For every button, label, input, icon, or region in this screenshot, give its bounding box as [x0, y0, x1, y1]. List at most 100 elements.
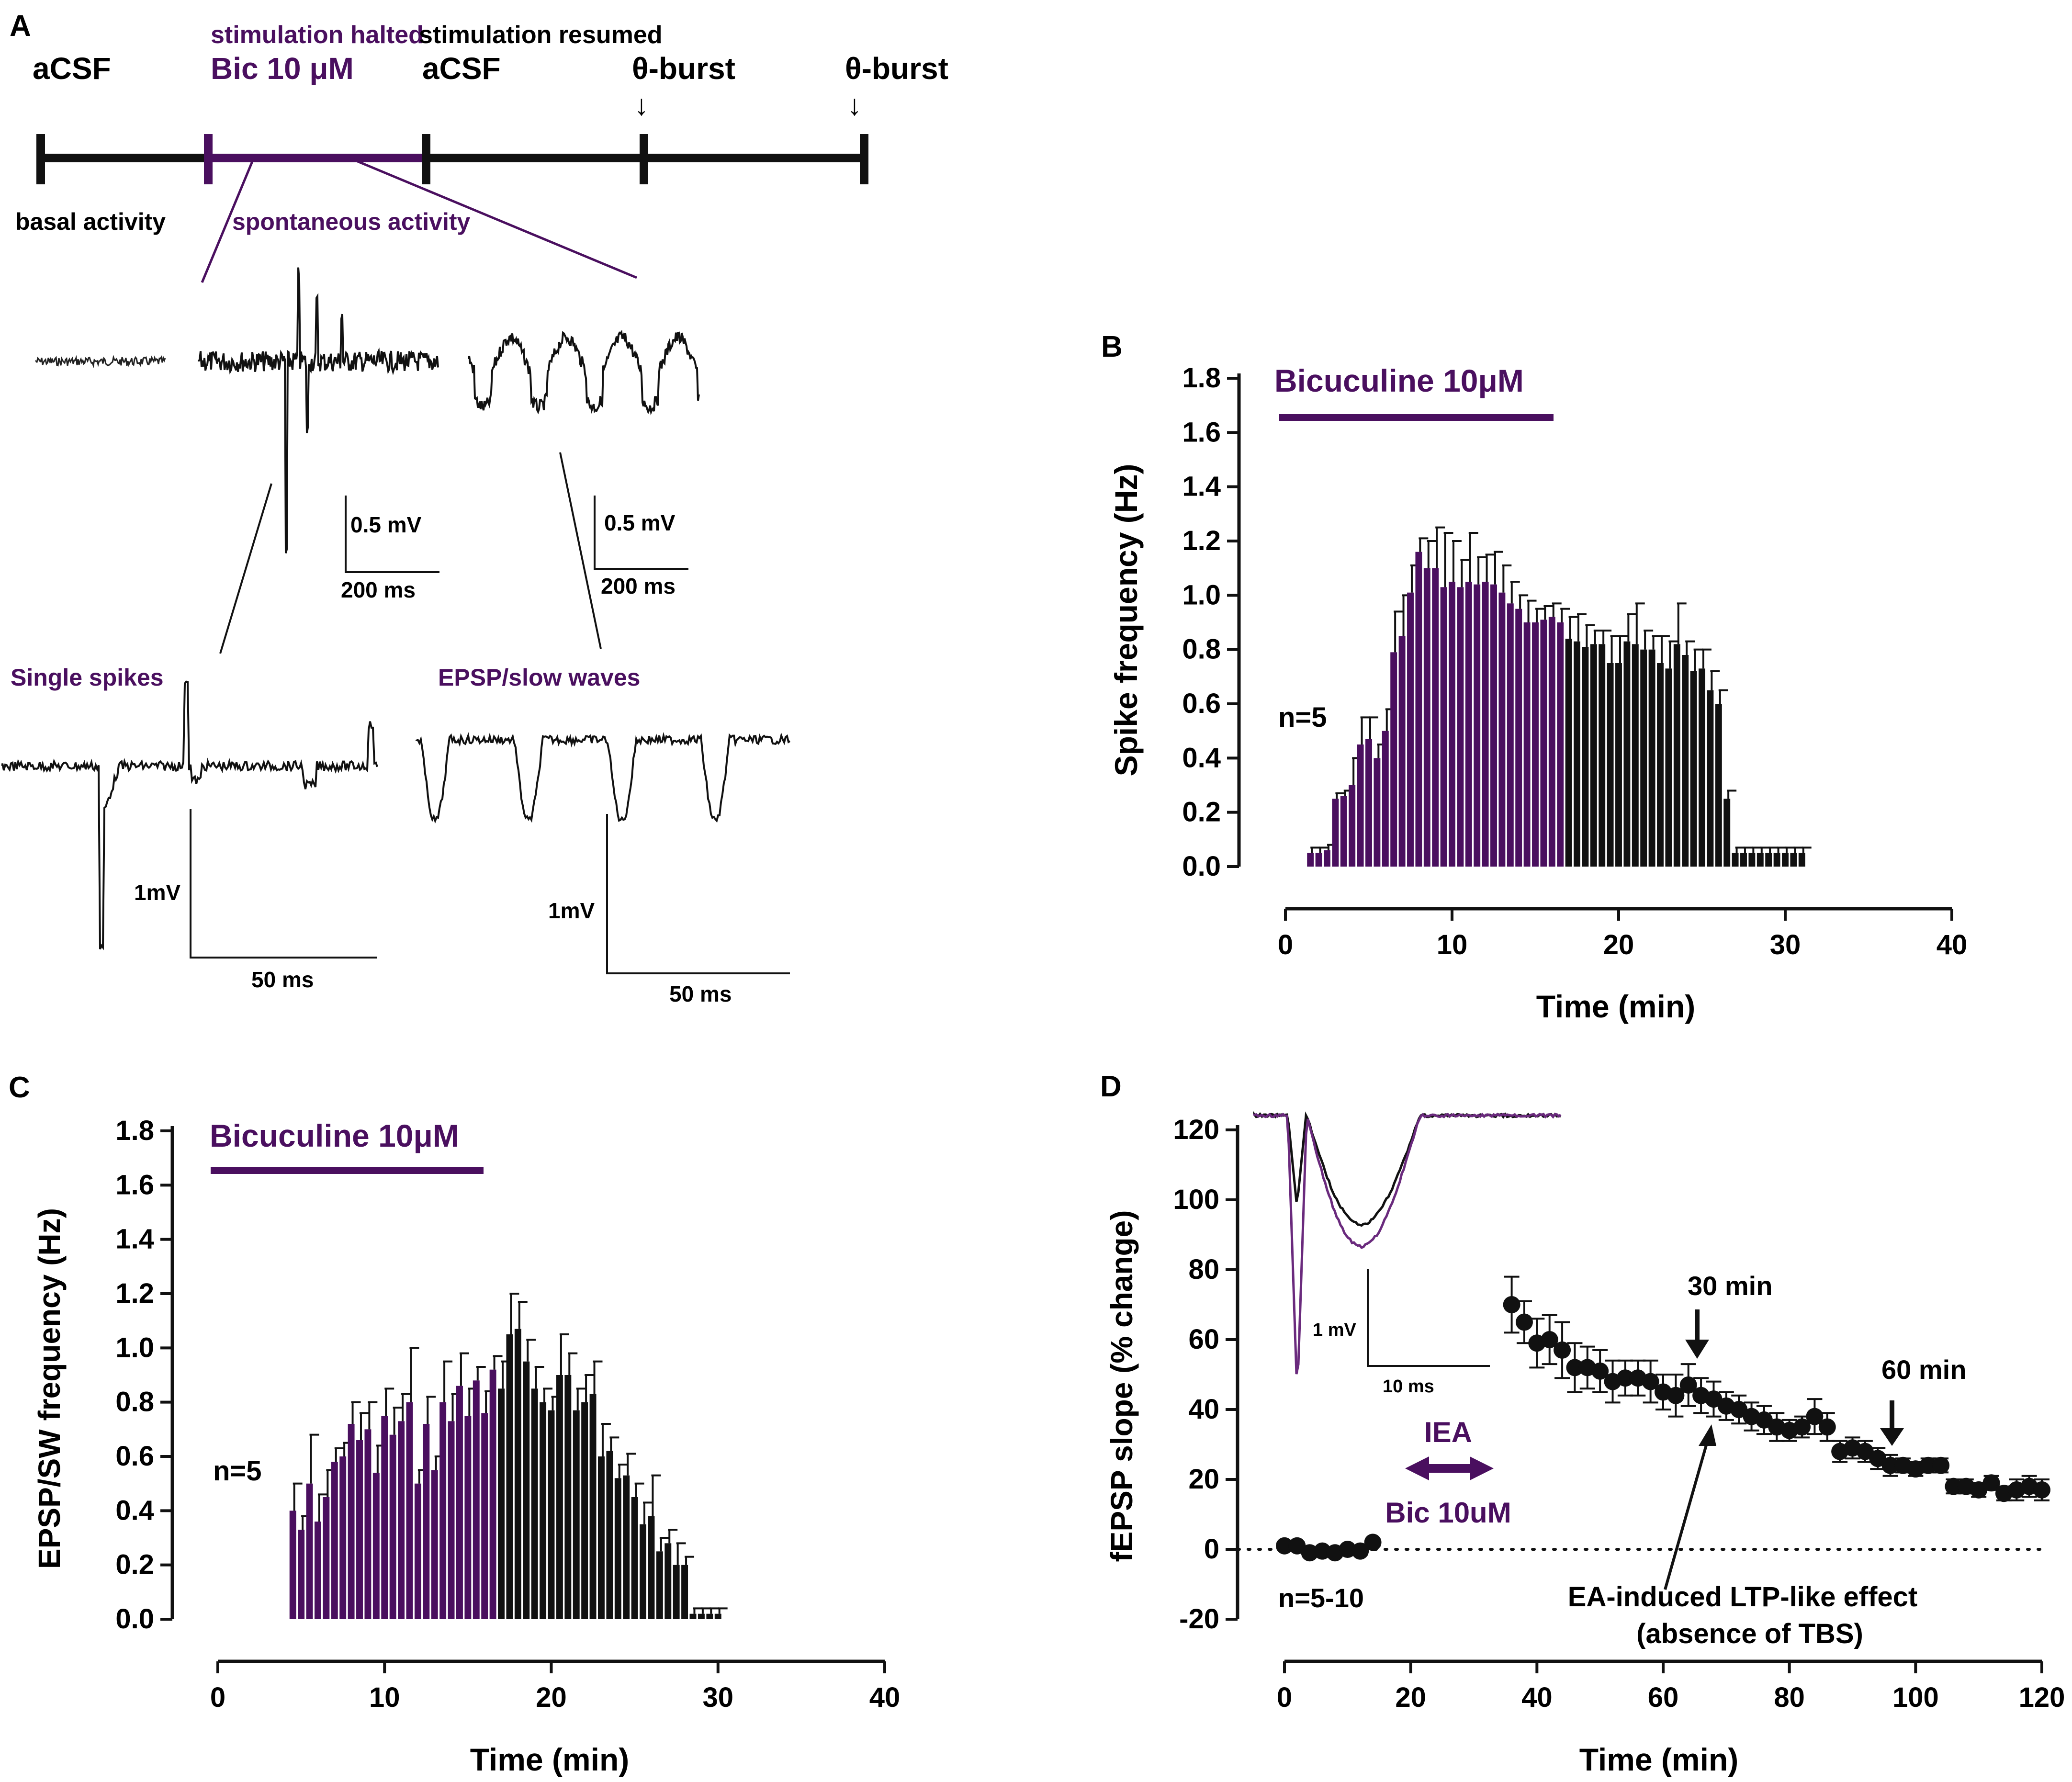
chart-d-point — [1945, 1477, 1962, 1495]
chart-b-bar — [1365, 739, 1372, 867]
chart-c-bar — [339, 1456, 347, 1619]
zoom-line — [219, 483, 272, 654]
chart-d-point — [1869, 1450, 1887, 1467]
chart-b-x-tick-label: 10 — [1437, 929, 1468, 960]
bic-10um-label: Bic 10uM — [1385, 1497, 1511, 1529]
chart-c-bar — [581, 1402, 588, 1619]
chart-b-bar — [1640, 649, 1647, 867]
panel-d: D fEPSP slope (% change) Time (min) n=5-… — [1100, 1070, 2065, 1777]
chart-b-bar — [1557, 622, 1564, 867]
scale-bar-voltage-label: 1mV — [134, 880, 180, 905]
chart-d-point — [1881, 1456, 1899, 1474]
chart-b-bar — [1623, 641, 1631, 867]
chart-d-n-label: n=5-10 — [1278, 1583, 1364, 1613]
zoom-line — [201, 158, 255, 283]
annotation-pointer-icon — [1699, 1424, 1716, 1446]
chart-d-ylabel: fEPSP slope (% change) — [1104, 1210, 1139, 1562]
chart-d-point — [1642, 1373, 1659, 1390]
chart-d-point — [1351, 1542, 1369, 1560]
chart-b-bar — [1790, 853, 1797, 867]
chart-b-axes: 0.0 0.2 0.4 0.6 0.8 1.0 1.2 1.4 1.6 1.8 0 10 20 30 40 — [1182, 362, 1967, 960]
chart-c-bar — [573, 1410, 580, 1619]
chart-d-point — [1667, 1387, 1685, 1404]
chart-c-bar — [414, 1483, 421, 1619]
acsf-label-2: aCSF — [422, 51, 501, 86]
chart-b-bar — [1582, 647, 1589, 867]
chart-b-x-tick-label: 20 — [1603, 929, 1634, 960]
chart-b-bar — [1765, 853, 1772, 867]
chart-d-point — [1288, 1537, 1306, 1555]
chart-b-bar — [1382, 731, 1389, 867]
scale-bar-time-label: 200 ms — [341, 577, 416, 602]
chart-c-xlabel: Time (min) — [470, 1742, 629, 1777]
chart-b-bar — [1465, 582, 1472, 867]
chart-b-bar — [1599, 644, 1606, 867]
chart-c-bar — [656, 1551, 663, 1619]
chart-c-bar — [356, 1440, 363, 1619]
chart-d-point — [1818, 1418, 1836, 1436]
acsf-label-1: aCSF — [33, 51, 111, 86]
chart-c-bar — [664, 1543, 672, 1619]
chart-c-x-tick-label: 0 — [210, 1682, 225, 1713]
chart-b-bar — [1757, 853, 1764, 867]
chart-d-point — [1919, 1456, 1937, 1474]
chart-c-y-tick-label: 1.2 — [115, 1278, 154, 1309]
chart-c-y-tick-label: 1.8 — [115, 1115, 154, 1146]
scale-bar-time-label: 50 ms — [669, 981, 732, 1006]
chart-b-bar — [1523, 622, 1531, 867]
chart-c-bar — [623, 1475, 630, 1619]
chart-b-bar — [1690, 671, 1697, 867]
double-arrow-icon — [1405, 1456, 1494, 1480]
chart-b-y-tick-label: 0.2 — [1182, 797, 1221, 828]
chart-b-bar — [1782, 853, 1789, 867]
chart-c-y-tick-label: 0.0 — [115, 1603, 154, 1635]
scale-bar-voltage-label: 0.5 mV — [604, 510, 676, 535]
chart-b-bar — [1748, 853, 1756, 867]
chart-b-bar — [1432, 568, 1439, 867]
chart-b-bar — [1532, 622, 1539, 867]
chart-d-x-tick-label: 80 — [1774, 1682, 1805, 1713]
chart-b-bar — [1715, 704, 1722, 867]
zoom-line — [349, 157, 637, 279]
chart-b-bar — [1548, 617, 1555, 867]
chart-c-x-tick-label: 20 — [536, 1682, 567, 1713]
chart-b-bar — [1407, 592, 1414, 867]
chart-b-bar — [1665, 668, 1672, 867]
chart-b-bar — [1657, 663, 1664, 867]
chart-c-bar — [364, 1429, 372, 1619]
chart-b-bar — [1324, 850, 1330, 867]
panel-a: A stimulation halted stimulation resumed… — [1, 10, 948, 1006]
chart-c-bar — [348, 1424, 355, 1619]
chart-d-point — [2033, 1481, 2050, 1499]
chart-b-bar — [1590, 644, 1597, 867]
chart-c-bar — [323, 1497, 330, 1619]
chart-c-bar — [523, 1361, 530, 1619]
scale-bar — [594, 496, 688, 570]
chart-b-bar — [1390, 652, 1397, 867]
chart-c-bar — [706, 1613, 713, 1619]
chart-b-y-tick-label: 1.8 — [1182, 362, 1221, 394]
chart-d-point — [1503, 1296, 1520, 1313]
chart-c-y-tick-label: 0.6 — [115, 1441, 154, 1472]
chart-c-y-tick-label: 0.4 — [115, 1495, 154, 1526]
chart-c-bar — [481, 1413, 488, 1619]
chart-b-y-tick-label: 1.2 — [1182, 525, 1221, 556]
basal-activity-label: basal activity — [15, 208, 166, 235]
chart-d-x-tick-label: 100 — [1892, 1682, 1939, 1713]
chart-d-y-tick-label: 20 — [1188, 1464, 1219, 1495]
chart-c-bar — [540, 1402, 547, 1619]
chart-c-bar — [556, 1375, 563, 1619]
arrow-60-min-label: 60 min — [1881, 1354, 1966, 1385]
chart-b-bar — [1440, 587, 1447, 867]
chart-c-bar — [439, 1402, 447, 1619]
panel-b: B Bicuculine 10μM n=5 Spike frequency (H… — [1101, 330, 1967, 1024]
chart-d-x-tick-label: 120 — [2019, 1682, 2065, 1713]
single-spikes-label: Single spikes — [11, 664, 164, 691]
chart-b-bar — [1615, 663, 1622, 867]
chart-c-bar — [598, 1456, 605, 1619]
chart-c-bar — [456, 1386, 463, 1619]
chart-c-bar — [614, 1478, 621, 1619]
chart-d-point — [1554, 1341, 1571, 1359]
chart-b-bar — [1723, 799, 1731, 867]
